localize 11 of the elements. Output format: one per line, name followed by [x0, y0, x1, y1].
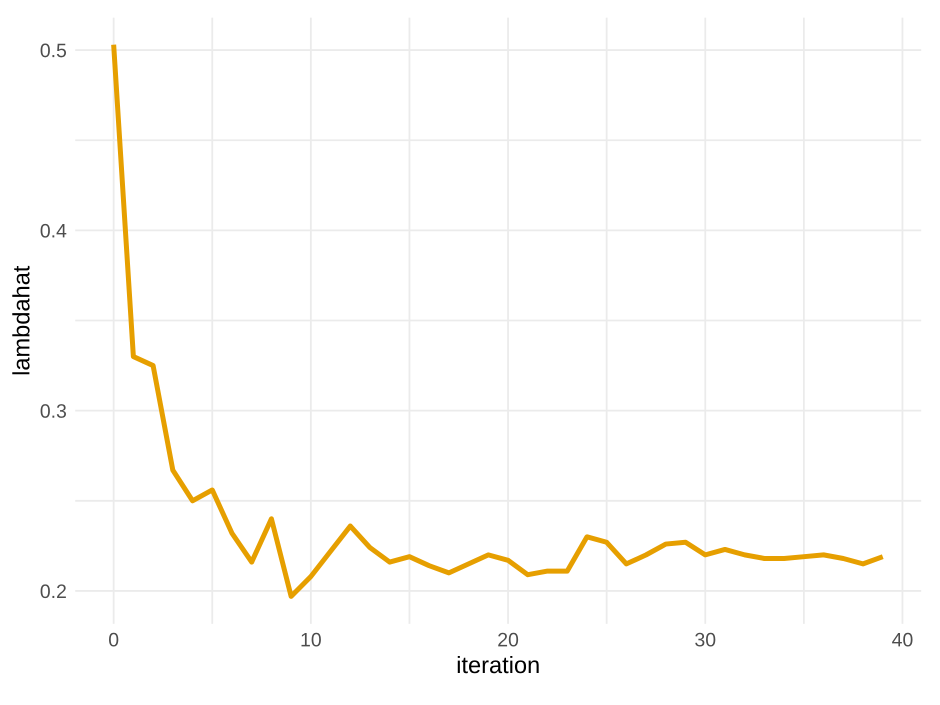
x-tick-label: 40 — [892, 632, 913, 647]
y-axis-title: lambdahat — [12, 266, 30, 374]
y-tick-label: 0.2 — [40, 584, 66, 598]
y-tick-label: 0.4 — [40, 224, 66, 238]
x-tick-label: 0 — [109, 632, 118, 647]
y-tick-label: 0.3 — [40, 404, 66, 418]
x-tick-label: 20 — [498, 632, 518, 647]
x-tick-label: 10 — [302, 632, 321, 647]
y-tick-label: 0.5 — [40, 44, 66, 58]
x-tick-label: 30 — [695, 632, 716, 647]
x-axis-title: iteration — [458, 656, 539, 674]
